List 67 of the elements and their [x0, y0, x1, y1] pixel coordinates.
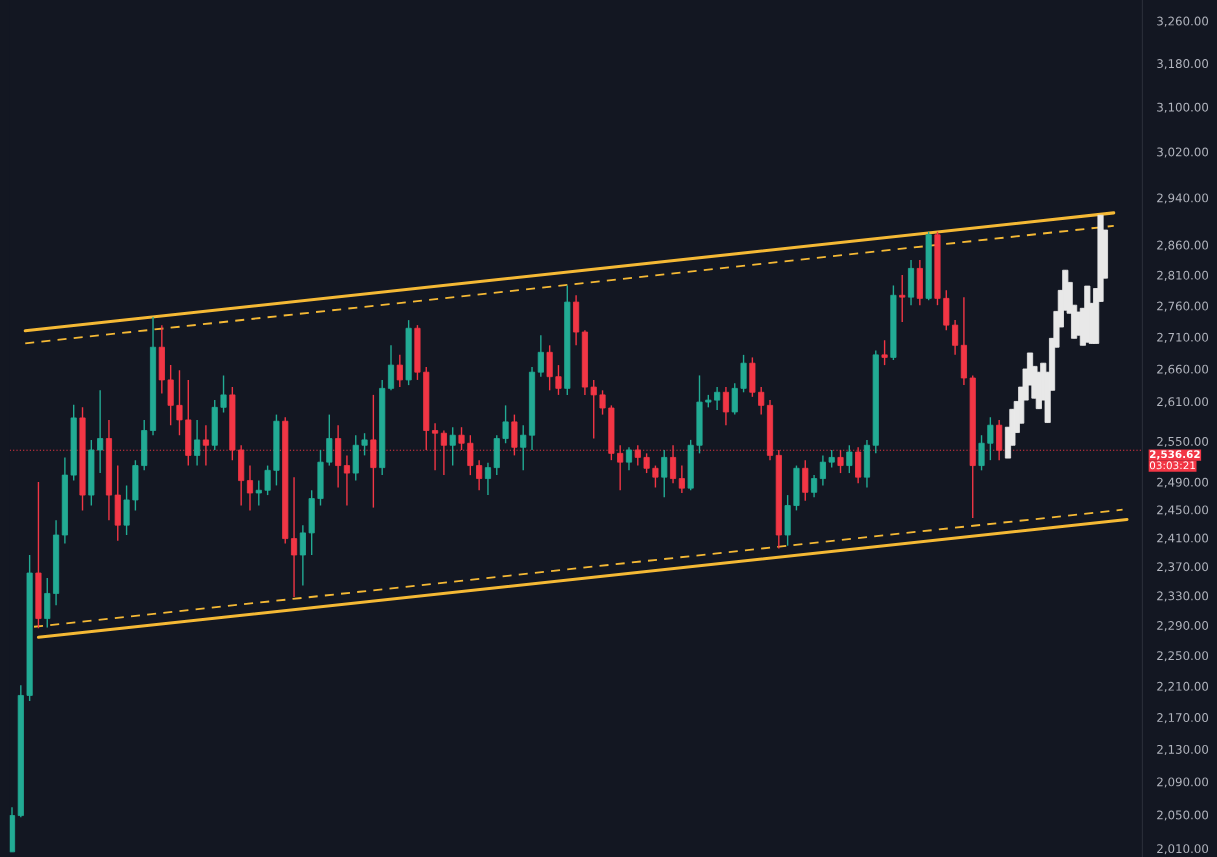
candlestick — [714, 386, 721, 411]
y-tick-label: 2,050.00 — [1157, 810, 1209, 821]
candlestick — [484, 462, 492, 496]
candlestick — [290, 476, 298, 598]
candlestick — [599, 389, 606, 416]
y-tick-label: 2,170.00 — [1157, 713, 1209, 724]
candlestick — [476, 459, 483, 491]
candlestick — [299, 524, 306, 587]
y-tick-label: 2,660.00 — [1157, 364, 1209, 375]
candlestick — [722, 386, 729, 426]
candlestick — [819, 454, 826, 487]
candlestick — [652, 464, 659, 489]
candlestick — [502, 404, 509, 444]
y-tick-label: 2,010.00 — [1157, 844, 1209, 855]
y-tick-label: 2,250.00 — [1157, 651, 1209, 662]
y-tick-label: 3,100.00 — [1157, 102, 1209, 113]
candlestick — [246, 464, 254, 512]
text: 03:03:21 — [1149, 461, 1196, 470]
y-tick-label: 2,550.00 — [1157, 436, 1209, 448]
candlestick — [343, 454, 350, 507]
y-tick-label: 2,810.00 — [1157, 270, 1209, 281]
candlestick — [176, 369, 183, 436]
y-tick-label: 3,260.00 — [1157, 16, 1209, 27]
candlestick — [326, 413, 333, 467]
y-tick-label: 2,410.00 — [1157, 533, 1209, 544]
y-tick-label: 2,090.00 — [1157, 777, 1209, 788]
y-tick-label: 2,330.00 — [1157, 591, 1209, 602]
candlestick — [220, 374, 227, 414]
candlestick — [590, 379, 597, 440]
y-tick-label: 2,860.00 — [1157, 240, 1209, 251]
candlestick — [97, 389, 104, 474]
y-tick-label: 2,130.00 — [1157, 744, 1209, 756]
candlestick — [537, 334, 544, 378]
candlestick — [899, 274, 906, 323]
y-tick-label: 2,940.00 — [1157, 193, 1209, 204]
candlestick — [264, 464, 271, 496]
candlestick — [555, 364, 562, 396]
candlestick — [449, 426, 456, 467]
y-tick-label: 3,180.00 — [1157, 59, 1209, 70]
candlestick — [978, 434, 985, 472]
candlestick — [255, 479, 262, 507]
candlestick — [387, 344, 395, 392]
y-tick-label: 2,490.00 — [1157, 477, 1209, 488]
y-tick-label: 2,710.00 — [1157, 332, 1209, 343]
y-tick-label: 2,450.00 — [1157, 505, 1209, 516]
y-tick-label: 3,020.00 — [1157, 147, 1209, 158]
candlestick — [625, 446, 633, 472]
candlestick — [952, 319, 959, 356]
candlestick — [194, 419, 201, 467]
candlestick — [361, 432, 368, 457]
candlestick — [661, 449, 668, 498]
y-tick-label: 2,760.00 — [1157, 301, 1209, 312]
candlestick — [758, 386, 765, 416]
candlestick — [987, 416, 994, 461]
candlestick — [678, 464, 685, 494]
candlestick — [811, 474, 818, 498]
y-tick-label: 2,610.00 — [1157, 397, 1209, 408]
candlestick — [643, 452, 650, 474]
candlestick — [396, 354, 403, 388]
candlestick — [846, 444, 853, 474]
candlestick — [520, 424, 527, 472]
y-tick-label: 2,290.00 — [1157, 621, 1209, 632]
y-tick-label: 2,210.00 — [1157, 681, 1209, 692]
candlestick — [881, 339, 888, 366]
y-tick-label: 2,370.00 — [1157, 562, 1209, 573]
candlestick — [731, 382, 738, 416]
ref-line-label: 2,536.62 — [1150, 450, 1200, 460]
